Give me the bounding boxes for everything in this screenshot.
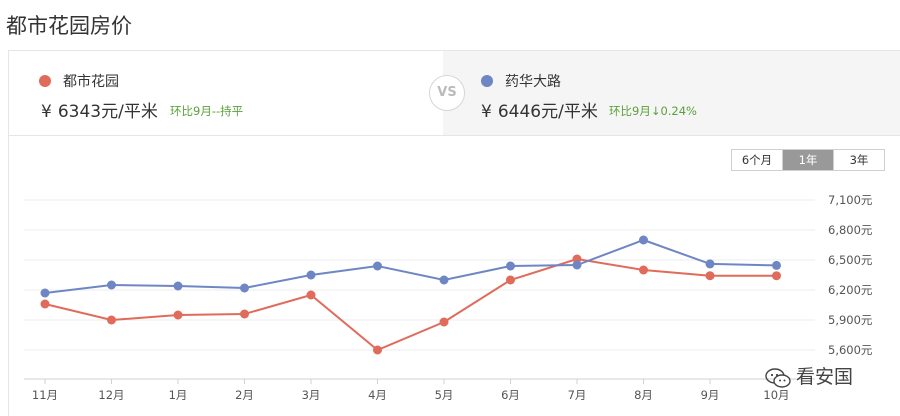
compare-panel: 都市花园 ¥6343元/平米 环比9月--持平 药华大路 ¥6446元/平米 环… bbox=[8, 50, 900, 136]
data-point bbox=[40, 288, 50, 298]
x-tick-label: 6月 bbox=[501, 388, 520, 402]
y-tick-label: 5,900元 bbox=[828, 313, 873, 327]
data-point bbox=[772, 260, 781, 270]
change-right: 环比9月↓0.24% bbox=[609, 104, 697, 118]
tab-1-year[interactable]: 1年 bbox=[782, 150, 833, 170]
x-tick-label: 12月 bbox=[98, 388, 124, 402]
page-title: 都市花园房价 bbox=[6, 14, 132, 38]
watermark: 看安国 bbox=[764, 362, 853, 389]
x-tick-label: 11月 bbox=[32, 388, 58, 402]
x-tick-label: 10月 bbox=[763, 388, 789, 402]
x-tick-label: 7月 bbox=[568, 388, 587, 402]
region-name-right: 药华大路 bbox=[505, 74, 561, 90]
series-dot-icon bbox=[39, 75, 51, 87]
data-point bbox=[240, 309, 249, 319]
data-point bbox=[639, 235, 648, 245]
price-left: ¥6343元/平米 bbox=[41, 97, 158, 122]
data-point bbox=[439, 317, 449, 327]
range-tabs: 6个月 1年 3年 bbox=[731, 149, 885, 171]
y-tick-label: 6,800元 bbox=[828, 223, 873, 237]
data-point bbox=[705, 271, 715, 281]
region-right[interactable]: 药华大路 ¥6446元/平米 环比9月↓0.24% bbox=[443, 51, 900, 135]
y-tick-label: 7,100元 bbox=[828, 193, 873, 207]
data-point bbox=[306, 270, 316, 280]
data-point bbox=[373, 261, 382, 271]
x-tick-label: 1月 bbox=[169, 388, 188, 402]
series-line bbox=[44, 238, 777, 294]
wechat-icon bbox=[765, 367, 791, 388]
data-point bbox=[173, 281, 183, 291]
currency-symbol: ¥ bbox=[41, 102, 52, 122]
data-point bbox=[40, 299, 50, 309]
x-tick-label: 5月 bbox=[435, 388, 454, 402]
price-value-left: 6343元/平米 bbox=[57, 102, 158, 122]
watermark-text: 看安国 bbox=[796, 366, 854, 388]
data-point bbox=[572, 260, 582, 270]
tab-6-months[interactable]: 6个月 bbox=[732, 150, 782, 170]
series-line bbox=[44, 257, 777, 352]
y-tick-label: 6,500元 bbox=[828, 253, 873, 267]
currency-symbol: ¥ bbox=[481, 102, 492, 122]
data-point bbox=[506, 275, 515, 285]
change-left: 环比9月--持平 bbox=[170, 104, 244, 118]
data-point bbox=[373, 345, 382, 355]
price-value-right: 6446元/平米 bbox=[497, 102, 598, 122]
tab-3-years[interactable]: 3年 bbox=[833, 150, 884, 170]
chart-area bbox=[8, 136, 900, 416]
x-tick-label: 2月 bbox=[235, 388, 254, 402]
data-point bbox=[173, 310, 183, 320]
region-name-left: 都市花园 bbox=[63, 74, 119, 90]
compare-right-background bbox=[443, 51, 900, 135]
x-tick-label: 9月 bbox=[701, 388, 720, 402]
data-point bbox=[772, 271, 781, 281]
price-right: ¥6446元/平米 bbox=[481, 97, 598, 122]
data-point bbox=[439, 275, 449, 285]
y-tick-label: 5,600元 bbox=[828, 343, 873, 357]
data-point bbox=[639, 265, 648, 275]
data-point bbox=[705, 259, 715, 269]
vs-badge: VS bbox=[429, 75, 465, 111]
data-point bbox=[107, 315, 116, 325]
x-tick-label: 3月 bbox=[302, 388, 321, 402]
data-point bbox=[306, 290, 316, 300]
y-tick-label: 6,200元 bbox=[828, 283, 873, 297]
x-tick-label: 8月 bbox=[634, 388, 653, 402]
series-dot-icon bbox=[481, 75, 493, 87]
region-left[interactable]: 都市花园 ¥6343元/平米 环比9月--持平 bbox=[9, 51, 439, 135]
x-tick-label: 4月 bbox=[368, 388, 387, 402]
data-point bbox=[107, 280, 116, 290]
data-point bbox=[240, 283, 249, 293]
data-point bbox=[506, 261, 515, 271]
